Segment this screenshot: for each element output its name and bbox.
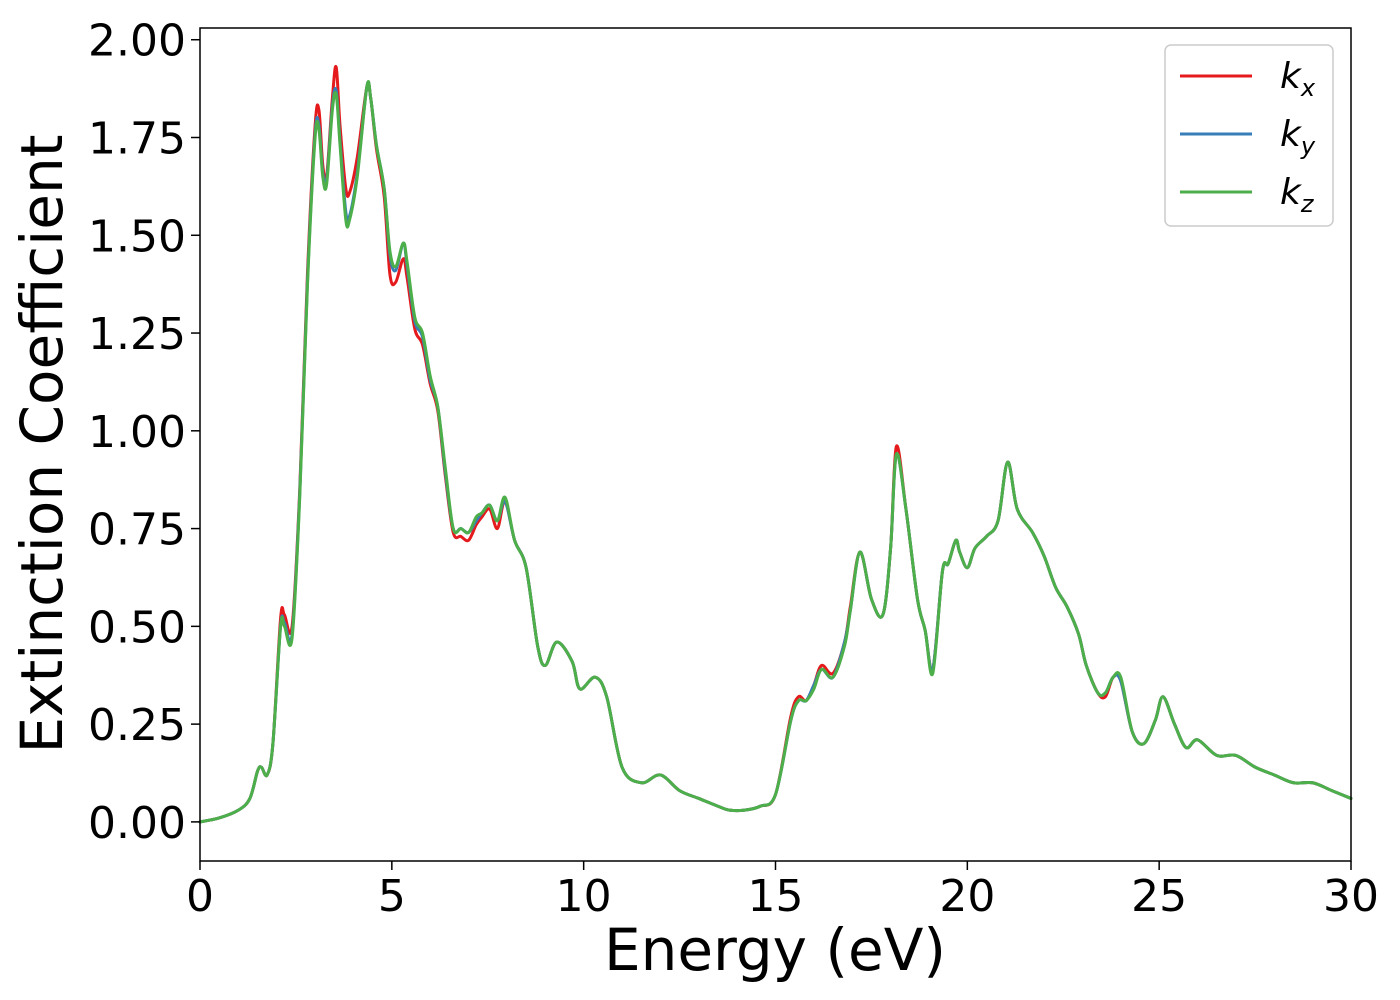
x-tick-label: 10 [556, 871, 612, 922]
x-tick-label: 30 [1323, 871, 1379, 922]
x-axis: 0 5 10 15 20 25 30 [186, 861, 1379, 922]
x-tick-label: 20 [939, 871, 995, 922]
y-axis-title: Extinction Coefficient [8, 135, 76, 754]
y-tick-label: 2.00 [88, 16, 186, 67]
x-tick-label: 25 [1131, 871, 1187, 922]
y-tick-label: 1.75 [88, 114, 186, 165]
legend-label-k-z: kz [1280, 172, 1315, 218]
x-tick-label: 5 [378, 871, 406, 922]
x-axis-title: Energy (eV) [604, 916, 946, 984]
y-tick-label: 0.00 [88, 798, 186, 849]
legend-label-k-x: kx [1280, 56, 1316, 102]
legend: kx ky kz [1164, 44, 1334, 227]
y-tick-label: 0.25 [88, 700, 186, 751]
legend-label-k-y: ky [1280, 114, 1316, 160]
series-layer [198, 64, 1353, 824]
y-tick-label: 1.25 [88, 309, 186, 360]
y-tick-label: 0.50 [88, 602, 186, 653]
y-tick-label: 1.00 [88, 407, 186, 458]
series-line-k-z [198, 80, 1353, 824]
x-tick-label: 0 [186, 871, 214, 922]
y-axis: 0.00 0.25 0.50 0.75 1.00 1.25 1.50 1.75 2.00 [88, 16, 200, 849]
x-tick-label: 15 [748, 871, 804, 922]
y-tick-label: 0.75 [88, 505, 186, 556]
y-tick-label: 1.50 [88, 211, 186, 262]
